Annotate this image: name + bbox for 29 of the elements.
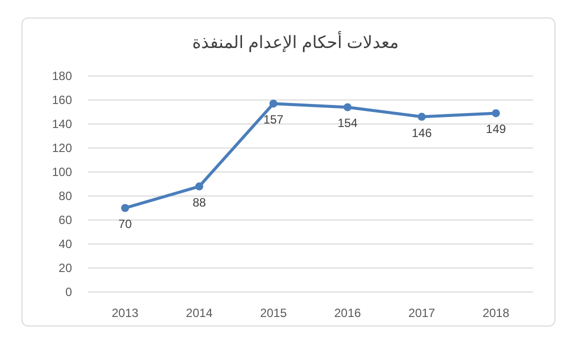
y-tick-label: 140 <box>52 117 72 131</box>
data-label: 88 <box>192 195 206 210</box>
y-tick-label: 40 <box>58 237 72 251</box>
y-tick-label: 60 <box>58 213 72 227</box>
x-tick-label: 2017 <box>408 306 436 320</box>
y-tick-label: 120 <box>52 141 72 155</box>
x-tick-label: 2015 <box>260 306 288 320</box>
point <box>492 109 500 118</box>
y-tick-label: 20 <box>58 261 72 275</box>
point <box>418 112 426 121</box>
point <box>269 100 278 108</box>
x-tick-label: 2016 <box>334 306 362 320</box>
point <box>121 204 130 212</box>
point <box>344 103 352 112</box>
y-tick-label: 0 <box>65 285 72 299</box>
y-tick-label: 160 <box>52 93 72 107</box>
data-label: 146 <box>412 126 432 140</box>
chart-title: معدلات أحكام الإعدام المنفذة <box>192 31 399 53</box>
y-tick-label: 180 <box>52 69 72 83</box>
data-label: 149 <box>486 122 506 136</box>
x-tick-label: 2014 <box>186 306 213 320</box>
y-tick-label: 80 <box>58 189 72 203</box>
x-tick-label: 2018 <box>482 306 510 320</box>
data-label: 70 <box>118 217 132 231</box>
data-label: 157 <box>263 112 284 127</box>
x-tick-label: 2013 <box>112 306 139 320</box>
data-label: 154 <box>338 116 358 130</box>
y-tick-label: 100 <box>52 165 72 179</box>
point <box>195 182 204 190</box>
